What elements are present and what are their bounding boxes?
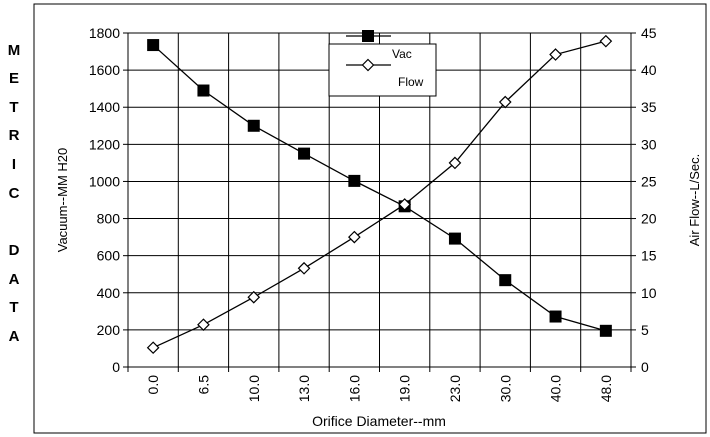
side-letter: M [7, 42, 21, 59]
legend-label-flow: Flow [398, 75, 424, 89]
flow-point [197, 318, 210, 332]
series-line-vac [152, 44, 607, 332]
y2-tick-label: 20 [641, 211, 657, 227]
y-tick-label: 1400 [89, 99, 120, 115]
x-tick-label: 48.0 [598, 375, 614, 402]
y2-tick-label: 15 [641, 248, 657, 264]
y-tick-label: 400 [97, 285, 121, 301]
side-letter: R [8, 127, 20, 144]
flow-point [498, 95, 512, 109]
x-tick-label: 0.0 [145, 375, 161, 395]
x-tick-label: 40.0 [548, 375, 564, 402]
flow-point [549, 48, 562, 61]
flow-point [348, 230, 361, 244]
flow-point [297, 261, 311, 275]
y-axis-label: Vacuum--MM H20 [55, 148, 70, 253]
vac-point [499, 274, 512, 287]
vac-point [448, 232, 461, 245]
x-tick-label: 10.0 [246, 375, 262, 402]
y2-tick-label: 10 [641, 285, 657, 301]
legend-marker-flow [361, 58, 375, 72]
y2-tick-label: 45 [641, 25, 657, 41]
legend: Vac Flow [328, 30, 437, 97]
series-line-flow [152, 40, 607, 349]
y-tick-label: 0 [112, 359, 120, 375]
y2-tick-label: 35 [641, 99, 657, 115]
x-tick-label: 16.0 [346, 375, 362, 402]
side-letter: T [9, 99, 19, 116]
y-tick-label: 600 [97, 248, 121, 264]
flow-point [146, 341, 160, 355]
axes: 0 200 400 600 800 1000 1200 1400 1600 1800 0 5 10 15 2… [89, 25, 657, 402]
vac-point [348, 174, 361, 187]
vac-point [549, 310, 562, 323]
legend-label-vac: Vac [392, 47, 412, 61]
gridlines [128, 33, 631, 367]
y2-tick-label: 25 [641, 173, 657, 189]
vac-point [599, 324, 612, 337]
flow-point [599, 34, 613, 48]
vac-point [147, 39, 160, 52]
y-tick-label: 1800 [89, 25, 120, 41]
side-letter: T [9, 299, 19, 316]
vac-point [197, 84, 210, 97]
side-letter: D [8, 242, 20, 259]
side-letter: A [8, 328, 20, 345]
side-letter: E [8, 70, 19, 87]
x-tick-label: 23.0 [447, 375, 463, 402]
y2-tick-label: 40 [641, 62, 657, 78]
y2-axis-label: Air Flow--L/Sec. [687, 154, 702, 246]
y-tick-label: 1000 [89, 173, 120, 189]
x-tick-label: 6.5 [195, 375, 211, 395]
y-tick-label: 200 [97, 322, 121, 338]
y-tick-label: 1200 [89, 136, 120, 152]
legend-box [328, 43, 437, 97]
vac-point [247, 119, 260, 132]
y2-tick-label: 0 [641, 359, 649, 375]
x-axis-label: Orifice Diameter--mm [312, 413, 446, 429]
x-tick-label: 30.0 [497, 375, 513, 402]
y-tick-label: 1600 [89, 62, 120, 78]
vac-point [298, 147, 311, 160]
side-letter: I [11, 156, 17, 173]
chart-border [33, 3, 707, 434]
flow-point [448, 156, 462, 170]
y2-tick-label: 5 [641, 322, 649, 338]
x-tick-label: 13.0 [296, 375, 312, 402]
y-tick-label: 800 [97, 211, 121, 227]
legend-marker-vac [362, 30, 374, 42]
flow-point [247, 290, 261, 304]
y2-tick-label: 30 [641, 136, 657, 152]
flow-point [398, 198, 411, 211]
side-letter: A [8, 271, 20, 288]
x-tick-label: 19.0 [397, 375, 413, 402]
series-layer [146, 34, 613, 355]
side-letter: C [8, 185, 20, 202]
